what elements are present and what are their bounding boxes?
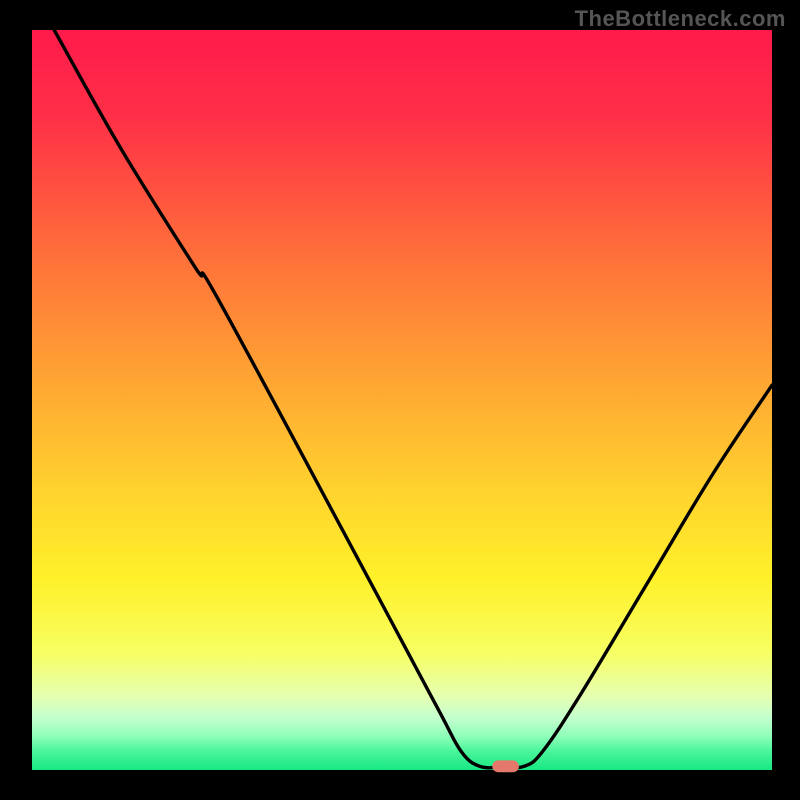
watermark-text: TheBottleneck.com	[575, 6, 786, 32]
optimum-marker	[492, 760, 519, 772]
chart-root: { "meta": { "watermark": "TheBottleneck.…	[0, 0, 800, 800]
chart-svg	[0, 0, 800, 800]
plot-area	[32, 30, 772, 770]
